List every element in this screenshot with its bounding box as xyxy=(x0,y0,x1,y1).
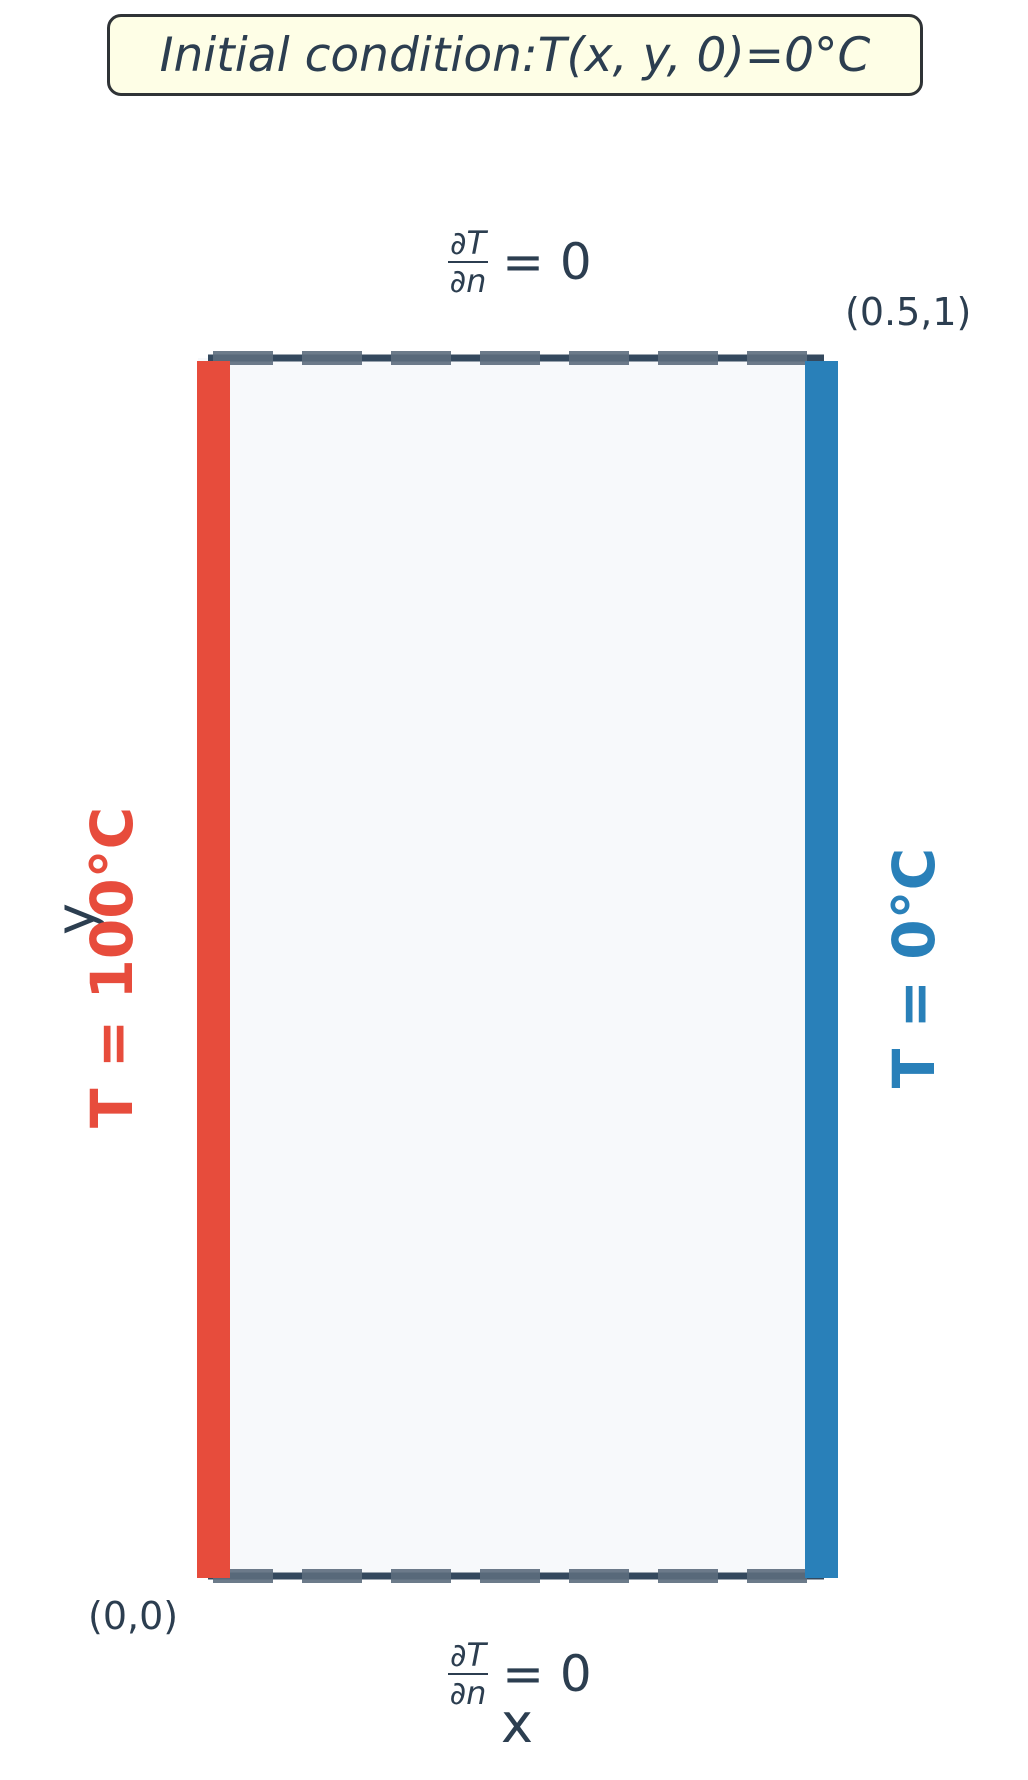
title-expression: T(x, y, 0) xyxy=(537,27,745,83)
top-derivative-fraction: ∂T ∂n xyxy=(448,224,489,300)
bottom-derivative-rhs: = 0 xyxy=(502,1645,592,1703)
left-boundary-label: T = 100°C xyxy=(78,806,146,1128)
top-neumann-label: ∂T ∂n = 0 xyxy=(448,226,592,298)
far-corner-label: (0.5,1) xyxy=(845,290,972,334)
initial-condition-title: Initial condition: T(x, y, 0) = 0°C xyxy=(107,14,923,96)
x-axis-label: x xyxy=(501,1692,533,1755)
top-derivative-denominator: ∂n xyxy=(449,262,487,300)
origin-corner-label: (0,0) xyxy=(88,1594,179,1638)
title-prefix: Initial condition: xyxy=(159,27,538,83)
title-value: 0°C xyxy=(784,27,871,83)
top-derivative-rhs: = 0 xyxy=(502,233,592,291)
bottom-derivative-numerator: ∂T xyxy=(448,1636,489,1675)
top-derivative-numerator: ∂T xyxy=(448,224,489,263)
bottom-neumann-label: ∂T ∂n = 0 xyxy=(448,1638,592,1710)
bottom-derivative-fraction: ∂T ∂n xyxy=(448,1636,489,1712)
title-equals: = xyxy=(744,27,785,83)
left-boundary-bar xyxy=(197,361,230,1578)
right-boundary-label: T = 0°C xyxy=(880,847,948,1089)
domain-region xyxy=(198,358,824,1576)
bottom-derivative-denominator: ∂n xyxy=(449,1674,487,1712)
right-boundary-bar xyxy=(805,361,838,1578)
